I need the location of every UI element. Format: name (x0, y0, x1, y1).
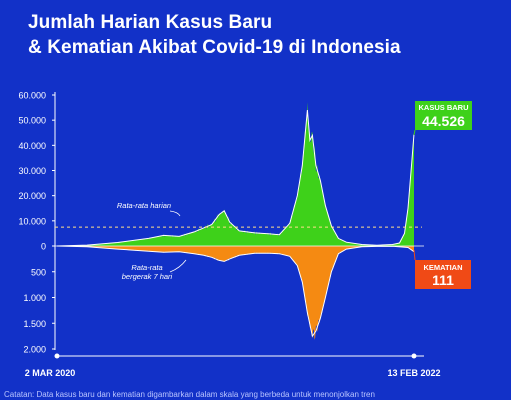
y-tick-cases: 10.000 (18, 216, 46, 226)
y-tick-cases: 20.000 (18, 191, 46, 201)
y-tick-cases: 30.000 (18, 166, 46, 176)
chart-title-line2: & Kematian Akibat Covid-19 di Indonesia (28, 37, 401, 58)
y-tick-cases: 40.000 (18, 141, 46, 151)
y-tick-cases: 0 (41, 242, 46, 252)
chart-title-line1: Jumlah Harian Kasus Baru (28, 12, 273, 33)
y-tick-deaths: 500 (31, 267, 46, 277)
y-tick-cases: 60.000 (18, 91, 46, 101)
x-tick-start: 2 MAR 2020 (25, 368, 76, 378)
annotation-moving-average: Rata-rata (131, 263, 162, 272)
y-tick-cases: 50.000 (18, 116, 46, 126)
callout-cases-value: 44.526 (422, 113, 465, 129)
series-cases-area (57, 102, 414, 246)
annotation-avg-daily: Rata-rata harian (117, 201, 171, 210)
series-deaths-area (57, 246, 414, 340)
callout-cases-label: KASUS BARU (418, 103, 468, 112)
callout-deaths-pointer (413, 249, 416, 261)
callout-cases-box (415, 101, 472, 130)
x-tick-end: 13 FEB 2022 (387, 368, 440, 378)
callout-deaths-label: KEMATIAN (423, 263, 462, 272)
callout-deaths-box (415, 260, 471, 289)
y-tick-deaths: 1.500 (23, 319, 46, 329)
y-tick-deaths: 2.000 (23, 345, 46, 355)
series-deaths-moving-average (56, 245, 415, 338)
annotation-arrow (169, 259, 187, 273)
callout-cases-pointer (413, 129, 416, 136)
series-cases-moving-average (56, 110, 415, 247)
y-tick-deaths: 1.000 (23, 293, 46, 303)
x-axis-end-marker (411, 353, 417, 359)
footnote: Catatan: Data kasus baru dan kematian di… (4, 390, 375, 399)
annotation-arrow (169, 210, 181, 217)
x-axis-start-marker (54, 353, 60, 359)
annotation-moving-average: bergerak 7 hari (122, 272, 173, 281)
callout-deaths-value: 111 (432, 272, 454, 288)
